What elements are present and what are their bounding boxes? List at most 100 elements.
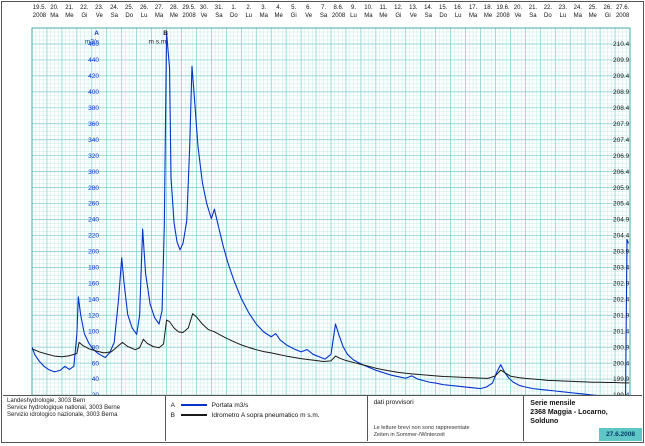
left-axis-tick-label: 460 <box>88 41 99 48</box>
left-axis-tick-label: 400 <box>88 89 99 96</box>
note-block: dati provvisori Le letture brevi non son… <box>368 396 525 441</box>
date-column: 13. Ve <box>409 5 418 19</box>
left-axis-tick-label: 120 <box>88 312 99 319</box>
date-column: 28. Me <box>169 5 179 19</box>
note-line: Zeiten in Sommer-/Winterzeit <box>373 431 445 438</box>
left-axis-name: A <box>94 30 99 37</box>
date-column: 31. Sa <box>214 5 224 19</box>
left-axis-tick-label: 280 <box>88 185 99 192</box>
right-axis-tick-label: 201.9 <box>613 312 630 319</box>
agency-block: Landeshydrologie, 3003 Bern Service hydr… <box>3 396 166 441</box>
date-column: 19.5. 2008 <box>32 5 47 19</box>
date-column: 24. Ma <box>573 5 582 19</box>
right-axis-tick-label: 204.4 <box>613 233 630 240</box>
station-name: 2368 Maggia - Locarno, Solduno <box>530 409 608 425</box>
right-axis-name: B <box>163 30 168 37</box>
right-axis-tick-label: 209.4 <box>613 73 630 80</box>
left-axis-tick-label: 180 <box>88 265 99 272</box>
left-axis-tick-label: 380 <box>88 105 99 112</box>
right-axis-tick-label: 206.4 <box>613 169 630 176</box>
left-axis-tick-label: 220 <box>88 233 99 240</box>
date-column: 27.6. 2008 <box>615 5 630 19</box>
left-axis-tick-label: 320 <box>88 153 99 160</box>
date-column: 5. Gi <box>290 5 297 19</box>
legend-letter: B <box>170 411 175 419</box>
date-column: 21. Sa <box>528 5 538 19</box>
legend-label: Portata m3/s <box>211 401 249 409</box>
date-column: 3. Ma <box>259 5 268 19</box>
right-axis-tick-label: 202.9 <box>613 281 630 288</box>
date-column: 14. Sa <box>424 5 433 19</box>
date-column: 18. Me <box>483 5 493 19</box>
date-column: 26. Lu <box>139 5 149 19</box>
right-axis-tick-label: 209.9 <box>613 57 630 64</box>
left-axis-tick-label: 60 <box>92 360 100 367</box>
footer: Landeshydrologie, 3003 Bern Service hydr… <box>3 395 642 441</box>
agency-line: Landeshydrologie, 3003 Bern <box>7 398 86 404</box>
agency-line: Servizio idrologico nazionale, 3003 Bern… <box>7 412 118 418</box>
legend-line-sample-black <box>180 414 207 416</box>
date-column: 22. Do <box>543 5 553 19</box>
print-date-badge: 27.6.2008 <box>599 428 642 441</box>
date-column: 26. Gi <box>603 5 612 19</box>
right-axis-tick-label: 210.4 <box>613 41 630 48</box>
date-column: 1. Do <box>230 5 238 19</box>
date-column: 23. Lu <box>558 5 567 19</box>
date-column: 15. Do <box>439 5 448 19</box>
legend-item-portata: A Portata m3/s <box>171 400 362 410</box>
date-column: 27. Ma <box>154 5 164 19</box>
legend: A Portata m3/s B Idrometro A sopra pneum… <box>166 396 368 441</box>
series-portata-line <box>32 31 630 399</box>
note-line: Le letture brevi non sono rappresentate <box>373 425 470 431</box>
right-axis-tick-label: 207.4 <box>613 137 630 144</box>
date-column: 29.5. 2008 <box>182 5 196 19</box>
legend-label: Idrometro A sopra pneumatico m s.m. <box>211 411 320 419</box>
date-column: 20. Ve <box>513 5 523 19</box>
left-axis-tick-label: 40 <box>92 376 100 383</box>
right-axis-unit: m s.m. <box>149 39 169 46</box>
legend-line-sample-blue <box>180 404 207 406</box>
right-axis-tick-label: 205.9 <box>613 185 630 192</box>
left-axis-tick-label: 80 <box>92 344 100 351</box>
right-axis-tick-label: 203.9 <box>613 249 630 256</box>
date-column: 7. Sa <box>319 5 328 19</box>
date-column: 21. Me <box>65 5 74 19</box>
date-column: 2. Lu <box>245 5 253 19</box>
left-axis-tick-label: 100 <box>88 328 99 335</box>
legend-letter: A <box>170 401 175 409</box>
right-axis-tick-label: 200.9 <box>613 344 630 351</box>
date-column: 30. Ve <box>199 5 209 19</box>
left-axis-tick-label: 300 <box>88 169 99 176</box>
left-axis-tick-label: 440 <box>88 57 99 64</box>
provisional-label: dati provvisori <box>373 399 414 406</box>
left-axis-tick-label: 140 <box>88 296 99 303</box>
left-axis-tick-label: 260 <box>88 201 99 208</box>
series-title: Serie mensile <box>530 400 576 407</box>
left-axis-tick-label: 360 <box>88 121 99 128</box>
date-column: 4. Me <box>274 5 283 19</box>
left-axis-tick-label: 200 <box>88 249 99 256</box>
legend-item-idrometro: B Idrometro A sopra pneumatico m s.m. <box>171 410 362 420</box>
date-column: 9. Lu <box>350 5 357 19</box>
date-column: 25. Me <box>588 5 597 19</box>
agency-line: Service hydrologique national, 3003 Bern… <box>7 405 121 411</box>
title-block: Serie mensile 2368 Maggia - Locarno, Sol… <box>524 396 642 441</box>
left-axis-tick-label: 420 <box>88 73 99 80</box>
date-column: 22. Gi <box>80 5 89 19</box>
series-idrometro-line <box>32 313 630 384</box>
right-axis-tick-label: 203.4 <box>613 265 630 272</box>
right-axis-tick-label: 200.4 <box>613 360 630 367</box>
right-axis-tick-label: 208.4 <box>613 105 630 112</box>
date-column: 8.6. 2008 <box>331 5 346 19</box>
date-column: 25. Do <box>125 5 134 19</box>
right-axis-tick-label: 207.9 <box>613 121 630 128</box>
right-axis-tick-label: 205.4 <box>613 201 630 208</box>
right-axis-tick-label: 199.9 <box>613 376 630 383</box>
right-axis-tick-label: 208.9 <box>613 89 630 96</box>
date-column: 23. Ve <box>95 5 104 19</box>
date-column: 16. Lu <box>453 5 463 19</box>
date-column: 17. Ma <box>468 5 478 19</box>
date-column: 6. Ve <box>305 5 313 19</box>
